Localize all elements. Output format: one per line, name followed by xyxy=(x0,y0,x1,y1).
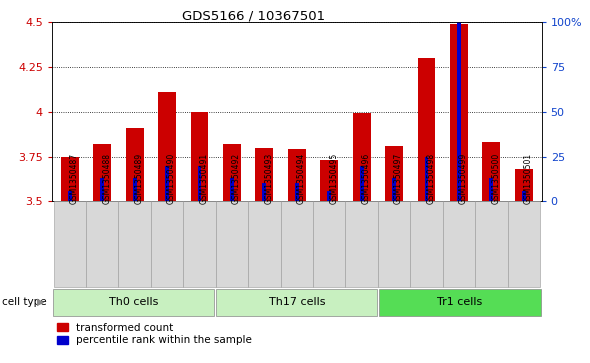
Text: GSM1350496: GSM1350496 xyxy=(362,153,371,204)
Bar xyxy=(93,144,111,201)
Bar xyxy=(53,289,214,317)
Bar xyxy=(450,24,468,201)
Bar xyxy=(255,148,273,201)
Bar xyxy=(183,201,216,287)
Bar xyxy=(320,160,338,201)
Bar xyxy=(248,201,281,287)
Bar xyxy=(483,142,500,201)
Bar xyxy=(425,156,428,201)
Bar xyxy=(418,58,435,201)
Bar xyxy=(158,92,176,201)
Bar xyxy=(475,201,507,287)
Text: GSM1350492: GSM1350492 xyxy=(232,153,241,204)
Bar xyxy=(295,184,299,201)
Bar xyxy=(313,201,345,287)
Bar xyxy=(379,289,540,317)
Text: GSM1350490: GSM1350490 xyxy=(167,153,176,204)
Bar xyxy=(119,201,151,287)
Text: GSM1350494: GSM1350494 xyxy=(297,153,306,204)
Bar xyxy=(410,201,442,287)
Text: Th0 cells: Th0 cells xyxy=(109,297,158,307)
Bar xyxy=(230,178,234,201)
Bar xyxy=(515,169,533,201)
Bar xyxy=(345,201,378,287)
Legend: transformed count, percentile rank within the sample: transformed count, percentile rank withi… xyxy=(57,323,252,346)
Bar xyxy=(151,201,183,287)
Bar xyxy=(281,201,313,287)
Bar xyxy=(353,113,371,201)
Bar xyxy=(216,201,248,287)
Text: GSM1350489: GSM1350489 xyxy=(135,153,143,204)
Bar xyxy=(507,201,540,287)
Bar xyxy=(378,201,410,287)
Bar xyxy=(54,201,86,287)
Bar xyxy=(216,289,378,317)
Text: GSM1350497: GSM1350497 xyxy=(394,153,403,204)
Text: GSM1350488: GSM1350488 xyxy=(102,153,111,204)
Text: GSM1350501: GSM1350501 xyxy=(524,153,533,204)
Text: cell type: cell type xyxy=(2,297,47,307)
Bar xyxy=(61,156,78,201)
Bar xyxy=(191,112,208,201)
Text: Tr1 cells: Tr1 cells xyxy=(437,297,483,307)
Bar xyxy=(442,201,475,287)
Text: GSM1350491: GSM1350491 xyxy=(199,153,208,204)
Bar xyxy=(133,178,136,201)
Bar xyxy=(100,178,104,201)
Bar xyxy=(288,149,306,201)
Bar xyxy=(198,166,201,201)
Text: GSM1350487: GSM1350487 xyxy=(70,153,78,204)
Text: GDS5166 / 10367501: GDS5166 / 10367501 xyxy=(182,9,325,22)
Bar xyxy=(223,144,241,201)
Bar xyxy=(263,184,266,201)
Bar xyxy=(392,178,396,201)
Bar xyxy=(68,191,72,201)
Text: GSM1350499: GSM1350499 xyxy=(459,153,468,204)
Bar xyxy=(360,166,363,201)
Bar xyxy=(86,201,119,287)
Bar xyxy=(327,191,331,201)
Text: GSM1350498: GSM1350498 xyxy=(427,153,435,204)
Text: GSM1350493: GSM1350493 xyxy=(264,153,273,204)
Text: GSM1350500: GSM1350500 xyxy=(491,153,500,204)
Bar xyxy=(126,128,143,201)
Bar xyxy=(489,178,493,201)
Bar xyxy=(165,166,169,201)
Bar xyxy=(522,191,526,201)
Text: Th17 cells: Th17 cells xyxy=(268,297,325,307)
Text: GSM1350495: GSM1350495 xyxy=(329,153,338,204)
Bar xyxy=(457,22,461,201)
Bar xyxy=(385,146,403,201)
Text: ▶: ▶ xyxy=(37,297,45,307)
